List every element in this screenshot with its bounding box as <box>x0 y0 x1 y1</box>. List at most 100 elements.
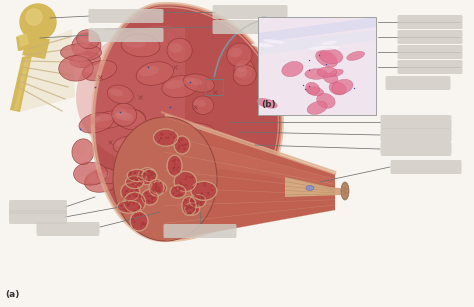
Ellipse shape <box>175 138 177 141</box>
FancyBboxPatch shape <box>9 200 67 214</box>
Ellipse shape <box>158 187 161 189</box>
Ellipse shape <box>179 138 181 140</box>
Ellipse shape <box>152 173 154 175</box>
Ellipse shape <box>141 179 143 181</box>
Ellipse shape <box>151 198 153 200</box>
Ellipse shape <box>138 182 140 185</box>
Ellipse shape <box>208 193 210 195</box>
Ellipse shape <box>177 126 200 134</box>
Ellipse shape <box>132 177 134 179</box>
Ellipse shape <box>194 208 196 210</box>
Text: (a): (a) <box>5 290 19 299</box>
Ellipse shape <box>154 129 178 146</box>
Ellipse shape <box>191 199 193 201</box>
Ellipse shape <box>98 171 109 177</box>
Ellipse shape <box>180 183 182 185</box>
Ellipse shape <box>128 177 131 179</box>
Ellipse shape <box>175 195 177 197</box>
Ellipse shape <box>153 177 155 179</box>
Ellipse shape <box>74 38 90 49</box>
Ellipse shape <box>186 208 188 210</box>
Ellipse shape <box>136 179 138 181</box>
Ellipse shape <box>151 188 153 190</box>
Ellipse shape <box>168 170 195 186</box>
Ellipse shape <box>142 223 144 225</box>
Ellipse shape <box>173 136 175 138</box>
Ellipse shape <box>205 142 224 148</box>
Ellipse shape <box>149 195 152 197</box>
Polygon shape <box>18 34 29 47</box>
Ellipse shape <box>181 194 183 196</box>
Ellipse shape <box>175 169 178 171</box>
Ellipse shape <box>139 172 141 174</box>
Ellipse shape <box>122 197 124 199</box>
Ellipse shape <box>139 170 142 173</box>
Ellipse shape <box>346 186 348 188</box>
Ellipse shape <box>114 108 127 117</box>
Ellipse shape <box>132 227 135 229</box>
Ellipse shape <box>143 178 145 181</box>
Ellipse shape <box>124 38 146 48</box>
Ellipse shape <box>184 178 187 180</box>
Ellipse shape <box>174 163 176 165</box>
Ellipse shape <box>183 148 185 150</box>
Polygon shape <box>76 26 185 168</box>
Ellipse shape <box>177 139 180 141</box>
Ellipse shape <box>128 173 131 175</box>
Ellipse shape <box>201 192 203 195</box>
Ellipse shape <box>155 182 157 184</box>
Ellipse shape <box>178 145 180 147</box>
Ellipse shape <box>142 222 144 223</box>
Ellipse shape <box>113 136 139 153</box>
Ellipse shape <box>73 144 86 154</box>
Ellipse shape <box>130 211 148 231</box>
Ellipse shape <box>211 185 213 187</box>
FancyBboxPatch shape <box>385 76 450 90</box>
Ellipse shape <box>201 196 203 197</box>
Ellipse shape <box>163 190 165 192</box>
FancyBboxPatch shape <box>89 28 164 42</box>
Ellipse shape <box>145 192 147 194</box>
Ellipse shape <box>149 179 164 196</box>
Ellipse shape <box>201 197 203 199</box>
Ellipse shape <box>148 200 150 203</box>
Ellipse shape <box>156 186 159 188</box>
Ellipse shape <box>160 182 162 184</box>
Ellipse shape <box>164 174 200 192</box>
Ellipse shape <box>342 192 344 194</box>
Ellipse shape <box>107 85 133 104</box>
Ellipse shape <box>167 38 192 62</box>
Ellipse shape <box>346 51 365 60</box>
Ellipse shape <box>190 181 230 208</box>
Ellipse shape <box>306 82 319 95</box>
Ellipse shape <box>61 61 80 71</box>
Ellipse shape <box>113 108 146 130</box>
Ellipse shape <box>152 196 154 199</box>
Ellipse shape <box>140 214 143 216</box>
Ellipse shape <box>309 46 340 50</box>
Ellipse shape <box>164 191 165 193</box>
Ellipse shape <box>130 179 133 181</box>
Ellipse shape <box>174 123 215 142</box>
Ellipse shape <box>193 210 195 212</box>
Ellipse shape <box>91 111 128 129</box>
Ellipse shape <box>174 136 190 154</box>
Ellipse shape <box>187 212 189 214</box>
Ellipse shape <box>128 204 130 205</box>
Bar <box>205 79 223 95</box>
Ellipse shape <box>134 221 136 223</box>
Ellipse shape <box>196 183 199 185</box>
Ellipse shape <box>189 212 191 214</box>
FancyBboxPatch shape <box>212 20 288 34</box>
Ellipse shape <box>162 76 199 98</box>
Ellipse shape <box>204 185 206 187</box>
Ellipse shape <box>176 190 178 192</box>
Ellipse shape <box>183 74 214 92</box>
Ellipse shape <box>200 203 202 205</box>
Ellipse shape <box>138 168 157 185</box>
Ellipse shape <box>178 194 180 196</box>
Polygon shape <box>165 136 335 187</box>
Ellipse shape <box>199 201 201 203</box>
Ellipse shape <box>126 200 128 202</box>
Ellipse shape <box>116 112 134 121</box>
